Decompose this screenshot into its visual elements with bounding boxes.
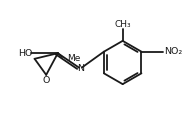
Text: Me: Me (67, 54, 81, 63)
Text: HO: HO (18, 49, 32, 58)
Text: CH₃: CH₃ (114, 20, 131, 29)
Text: N: N (78, 64, 85, 73)
Text: O: O (43, 76, 50, 84)
Text: NO₂: NO₂ (164, 47, 183, 56)
